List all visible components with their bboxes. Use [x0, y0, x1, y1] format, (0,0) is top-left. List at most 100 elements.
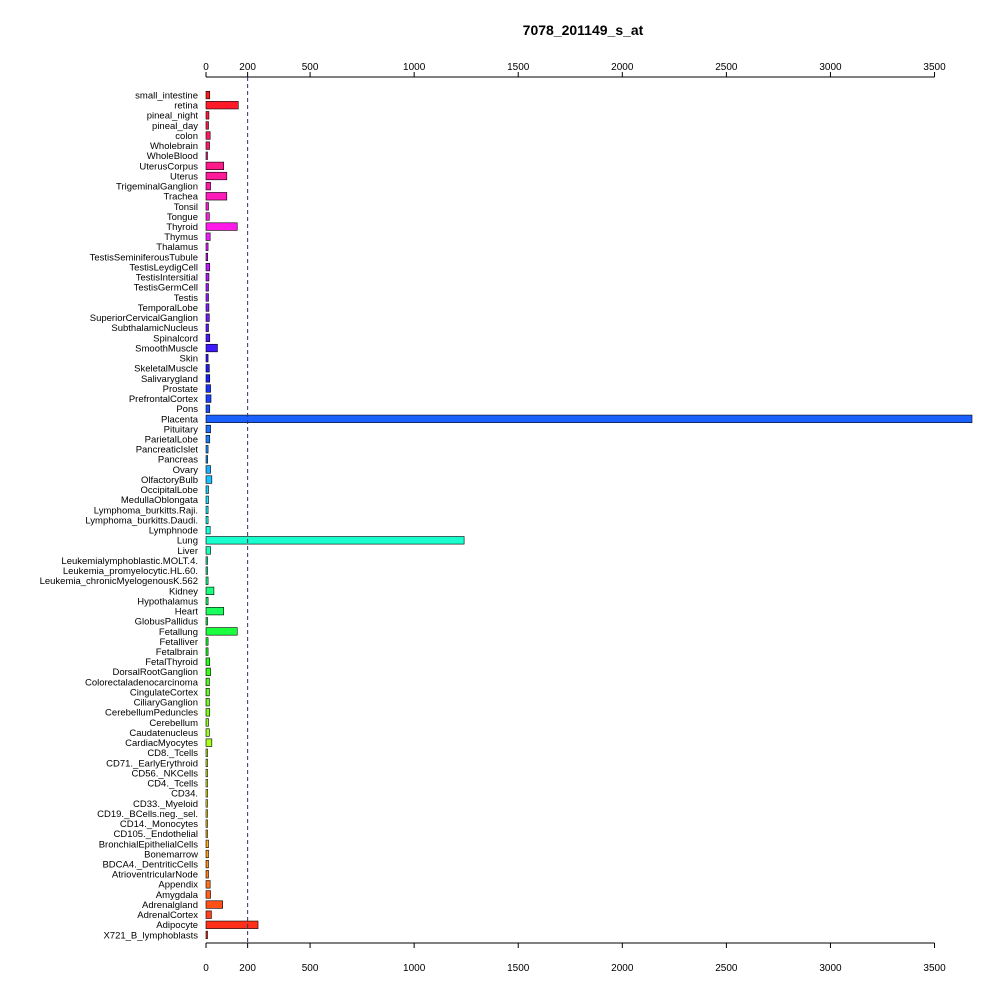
category-label: BDCA4._DentriticCells	[102, 860, 198, 871]
bar	[205, 738, 213, 747]
bar	[205, 424, 211, 434]
x-tick-label-bottom: 500	[302, 963, 319, 974]
bar	[205, 566, 208, 575]
category-label: Amygdala	[156, 890, 199, 901]
category-label: FetalThyroid	[145, 657, 198, 668]
bar	[205, 809, 208, 818]
bar	[205, 435, 211, 444]
bar	[205, 414, 973, 423]
category-label: Lymphnode	[149, 526, 198, 537]
bar	[205, 607, 224, 616]
bar	[205, 870, 209, 879]
category-label: Spinalcord	[153, 333, 198, 344]
category-label: Cerebellum	[149, 718, 198, 729]
bar	[205, 708, 211, 717]
category-label: CD34.	[171, 789, 198, 800]
bar	[205, 576, 209, 585]
category-label: CD14._Monocytes	[120, 819, 198, 830]
x-tick-label-bottom: 3500	[923, 963, 946, 974]
bar	[205, 839, 209, 848]
category-label: OccipitalLobe	[140, 485, 198, 496]
bar	[205, 151, 208, 160]
category-label: colon	[175, 131, 198, 142]
category-label: retina	[174, 101, 198, 112]
bar	[205, 141, 210, 150]
bar	[205, 131, 211, 140]
category-label: Adrenalgland	[142, 900, 198, 911]
category-label: Thyroid	[166, 222, 198, 233]
category-label: CingulateCortex	[130, 687, 198, 698]
category-label: Placenta	[161, 414, 199, 425]
bar	[205, 779, 208, 788]
bar	[205, 182, 211, 191]
bar	[205, 596, 209, 606]
category-label: CD33._Myeloid	[133, 799, 198, 810]
category-label: PancreaticIslet	[136, 445, 199, 456]
bar	[205, 677, 210, 687]
x-tick-label-top: 1000	[403, 62, 426, 73]
category-label: CD19._BCells.neg._sel.	[97, 809, 198, 820]
category-label: Leukemia_chronicMyelogenousK.562	[40, 576, 198, 587]
bar	[205, 728, 210, 737]
bar	[205, 161, 224, 170]
category-label: TestisIntersitial	[136, 273, 198, 284]
category-label: WholeBlood	[147, 151, 198, 162]
category-label: GlobusPallidus	[135, 617, 199, 628]
category-label: Salivarygland	[141, 374, 198, 385]
category-label: small_intestine	[135, 90, 198, 101]
category-label: Wholebrain	[150, 141, 198, 152]
category-label: ParietalLobe	[145, 435, 198, 446]
category-label: Lymphoma_burkitts.Raji.	[94, 505, 198, 516]
category-label: Leukemialymphoblastic.MOLT.4.	[61, 556, 198, 567]
bar	[205, 515, 209, 525]
category-label: Fetallung	[159, 627, 198, 638]
category-label: Pancreas	[158, 455, 198, 466]
bar	[205, 384, 211, 393]
x-tick-label-top: 3000	[819, 62, 842, 73]
category-label: Appendix	[158, 880, 198, 891]
category-label: Tongue	[167, 212, 198, 223]
bar	[205, 495, 209, 504]
bar	[205, 293, 209, 302]
category-label: Hypothalamus	[137, 596, 198, 607]
category-label: SmoothMuscle	[135, 343, 198, 354]
x-tick-label-top: 2000	[611, 62, 634, 73]
category-label: CiliaryGanglion	[134, 698, 198, 709]
x-tick-label-top: 200	[239, 62, 256, 73]
bar	[205, 323, 209, 332]
category-label: CerebellumPeduncles	[105, 708, 198, 719]
category-label: Heart	[175, 607, 199, 618]
x-tick-label-bottom: 2000	[611, 963, 634, 974]
category-label: pineal_day	[152, 121, 198, 132]
x-tick-label-bottom: 3000	[819, 963, 842, 974]
bar	[205, 910, 212, 919]
category-label: Fetalbrain	[156, 647, 198, 658]
bar	[205, 546, 211, 555]
bar	[205, 860, 209, 869]
bar	[205, 617, 208, 626]
bar	[205, 718, 209, 727]
category-label: BronchialEpithelialCells	[99, 839, 199, 850]
x-tick-label-bottom: 0	[203, 963, 209, 974]
category-label: Lung	[177, 536, 198, 547]
category-label: Adipocyte	[156, 920, 198, 931]
category-label: CD105._Endothelial	[113, 829, 198, 840]
bar	[205, 657, 211, 666]
bar	[205, 829, 208, 838]
x-tick-label-top: 0	[203, 62, 209, 73]
bar	[205, 192, 228, 201]
category-label: SuperiorCervicalGanglion	[90, 313, 198, 324]
bar	[205, 364, 210, 373]
bar	[205, 586, 215, 595]
bar	[205, 101, 239, 110]
category-label: Lymphoma_burkitts.Daudi.	[85, 515, 198, 526]
bar	[205, 687, 210, 697]
bar	[205, 90, 211, 100]
bar	[205, 475, 213, 484]
bar	[205, 222, 238, 231]
bar	[205, 343, 218, 353]
bar	[205, 698, 210, 707]
bar	[205, 455, 208, 464]
category-label: SubthalamicNucleus	[111, 323, 198, 334]
